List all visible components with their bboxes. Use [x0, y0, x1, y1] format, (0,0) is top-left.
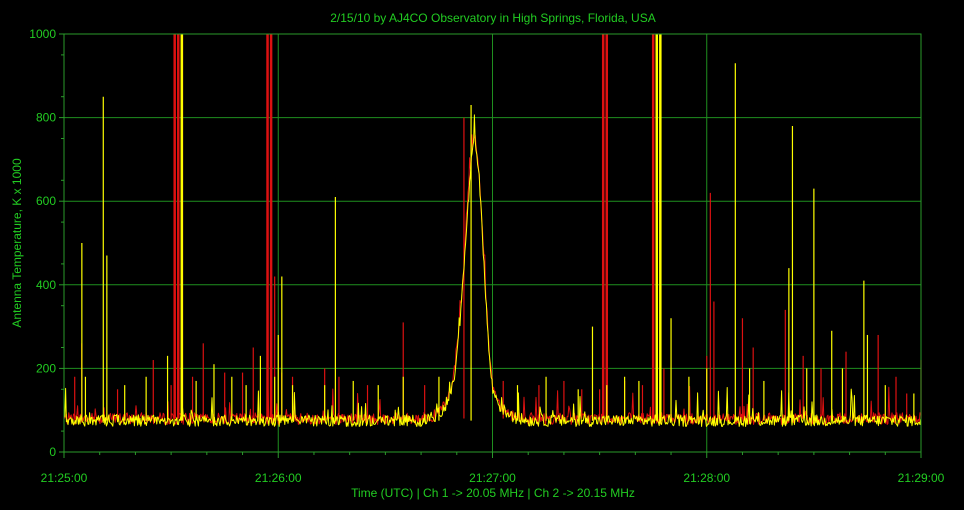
x-axis-label: Time (UTC) | Ch 1 -> 20.05 MHz | Ch 2 ->…: [351, 486, 635, 500]
y-tick-label: 400: [36, 278, 56, 292]
y-tick-label: 1000: [29, 27, 56, 41]
series-ch2: [63, 34, 922, 427]
y-tick-label: 800: [36, 111, 56, 125]
y-tick-label: 200: [36, 361, 56, 375]
y-tick-label: 600: [36, 194, 56, 208]
x-tick-label: 21:28:00: [683, 471, 730, 485]
x-tick-label: 21:27:00: [469, 471, 516, 485]
y-axis-label: Antenna Temperature, K x 1000: [10, 158, 24, 328]
x-tick-label: 21:26:00: [255, 471, 302, 485]
x-tick-label: 21:29:00: [898, 471, 945, 485]
x-tick-label: 21:25:00: [41, 471, 88, 485]
plot-frame: [63, 33, 922, 453]
y-tick-label: 0: [49, 445, 56, 459]
x-tick-labels: 21:25:00 21:26:00 21:27:00 21:28:00 21:29:00: [41, 471, 945, 485]
ch2-trace: [63, 114, 922, 427]
y-tick-labels: 0 200 400 600 800 1000: [29, 27, 56, 459]
chart-title: 2/15/10 by AJ4CO Observatory in High Spr…: [330, 11, 655, 25]
